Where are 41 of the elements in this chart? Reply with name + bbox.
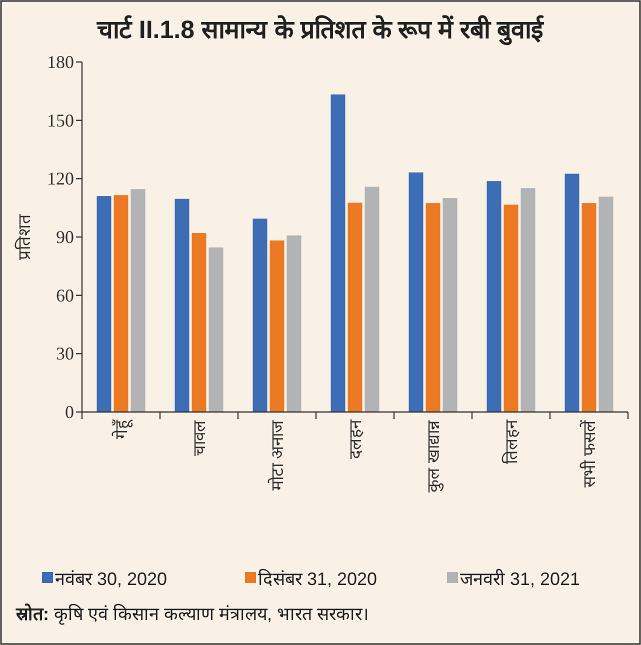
y-tick-label: 150 — [47, 110, 74, 130]
x-tick-label: मोटा अनाज — [267, 420, 287, 491]
x-tick-label: दलहन — [346, 419, 365, 459]
bar — [252, 218, 268, 412]
bar — [520, 188, 536, 412]
y-tick-label: 120 — [47, 168, 74, 189]
bar — [270, 240, 284, 412]
text: स्रोत: कृषि एवं किसान कल्याण मंत्रालय, भारत सरकार। — [15, 603, 370, 625]
y-tick-label: 0 — [65, 402, 74, 422]
y-tick-label: 180 — [47, 52, 74, 72]
x-tick-label: सभी फसलें — [579, 420, 599, 488]
x-tick-label: कुल खाद्यान्न — [424, 420, 444, 493]
bar — [208, 247, 224, 412]
x-tick-label: चावल — [190, 420, 209, 456]
bar — [582, 203, 596, 412]
bar — [364, 186, 380, 412]
bar — [96, 196, 112, 412]
x-tick-label: तिलहन — [501, 419, 521, 464]
bar — [192, 233, 206, 412]
chart-title: चार्ट II.1.8 सामान्य के प्रतिशत के रूप में रबी बुवाई — [96, 15, 546, 46]
bar — [504, 204, 518, 412]
bar — [486, 181, 502, 412]
y-tick-label: 30 — [56, 344, 74, 364]
legend-label: जनवरी 31, 2021 — [460, 568, 580, 589]
x-tick-label: गेहूँ — [111, 419, 133, 439]
bar — [408, 172, 424, 412]
y-tick-label: 60 — [56, 285, 74, 306]
bar — [598, 196, 614, 412]
bar — [114, 195, 128, 412]
bar — [564, 174, 580, 412]
y-axis-title: प्रतिशत — [14, 214, 34, 260]
legend-label: नवंबर 30, 2020 — [55, 569, 168, 589]
bar — [286, 235, 302, 412]
legend-label: दिसंबर 31, 2020 — [258, 568, 378, 589]
bar — [330, 94, 346, 412]
y-tick-label: 90 — [56, 227, 74, 247]
bar — [442, 198, 458, 412]
bar — [130, 189, 146, 412]
bar — [174, 198, 190, 412]
bar — [348, 202, 362, 412]
bar — [426, 203, 440, 412]
